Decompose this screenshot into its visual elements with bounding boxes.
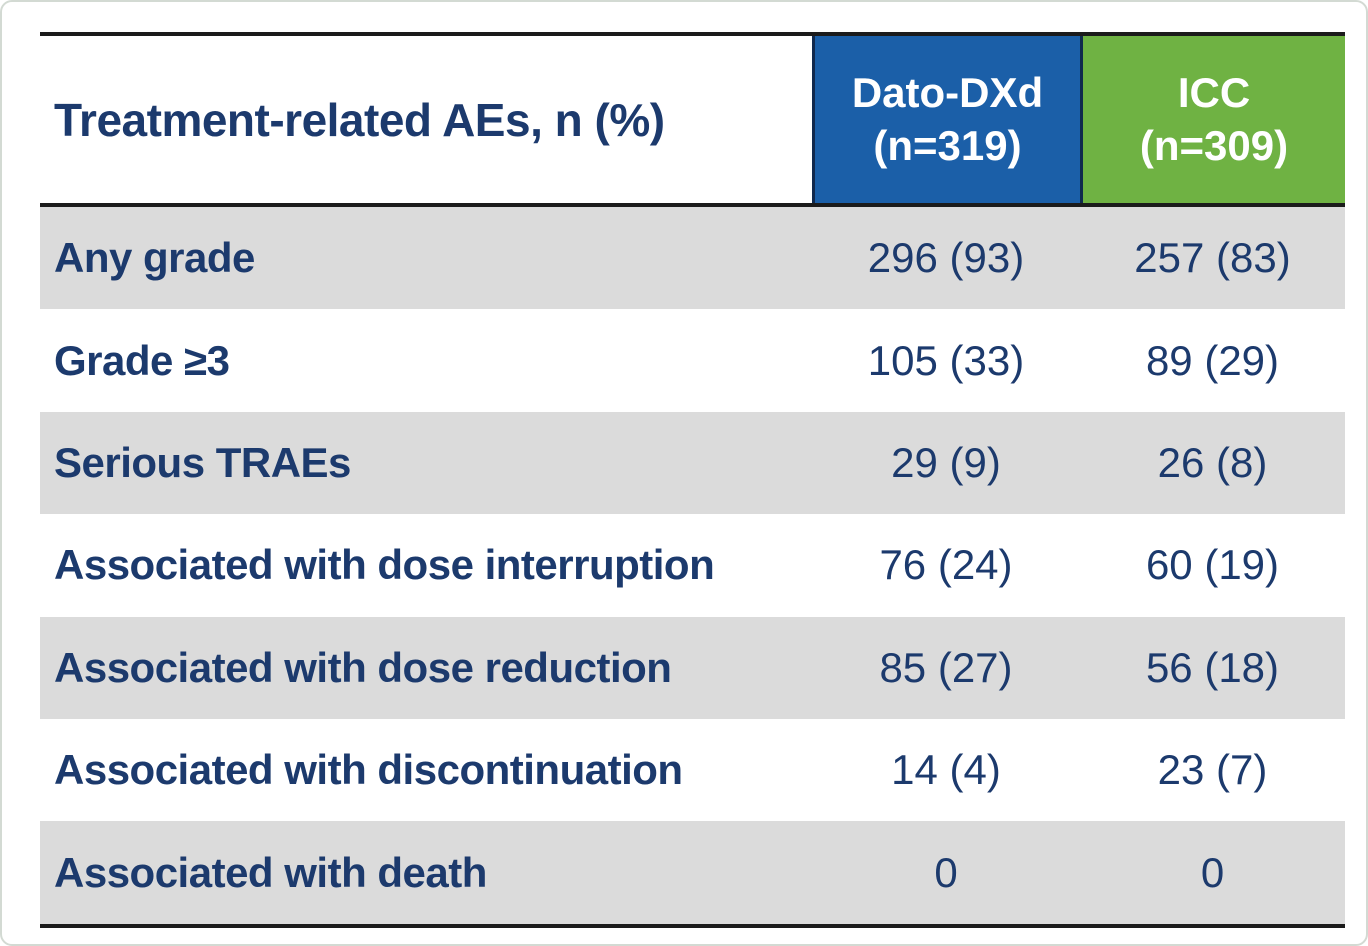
cell-icc: 0 [1200, 848, 1225, 896]
cell-dato-dxd: 0 [934, 848, 958, 896]
row-label: Any grade [54, 234, 255, 282]
row-label: Associated with dose reduction [54, 643, 672, 691]
cell-icc: 23 (7) [1157, 746, 1268, 794]
table-row: Serious TRAEs 29 (9) 26 (8) [40, 411, 1345, 515]
table-top-rule [40, 32, 1345, 36]
column-header-dato-dxd: Dato-DXd (n=319) [812, 36, 1080, 203]
cell-dato-dxd: 76 (24) [879, 541, 1013, 589]
cell-dato-dxd: 105 (33) [867, 336, 1025, 384]
cell-icc: 89 (29) [1145, 336, 1280, 384]
table-header-row: Treatment-related AEs, n (%) Dato-DXd (n… [40, 36, 1345, 203]
header-bottom-rule [40, 203, 1345, 207]
table-row: Any grade 296 (93) 257 (83) [40, 207, 1345, 310]
column-header-dato-dxd-label: Dato-DXd [851, 69, 1044, 116]
column-header-icc-n: (n=309) [1139, 121, 1289, 169]
table-row: Associated with discontinuation 14 (4) 2… [40, 718, 1345, 822]
row-label: Associated with death [54, 848, 487, 896]
column-header-icc-label: ICC [1177, 69, 1251, 116]
row-label: Associated with discontinuation [54, 746, 683, 794]
treatment-related-aes-table: Treatment-related AEs, n (%) Dato-DXd (n… [40, 32, 1345, 928]
table-row: Associated with dose reduction 85 (27) 5… [40, 616, 1345, 719]
table-bottom-rule [40, 923, 1345, 928]
cell-dato-dxd: 296 (93) [867, 234, 1025, 282]
cell-dato-dxd: 14 (4) [891, 746, 1001, 794]
table-row: Associated with dose interruption 76 (24… [40, 514, 1345, 617]
row-label: Associated with dose interruption [54, 541, 715, 589]
row-label: Serious TRAEs [54, 438, 351, 486]
table-row: Grade ≥3 105 (33) 89 (29) [40, 309, 1345, 412]
column-header-dato-dxd-n: (n=319) [873, 121, 1022, 169]
cell-icc: 60 (19) [1145, 541, 1280, 589]
table-body: Any grade 296 (93) 257 (83) Grade ≥3 105… [40, 207, 1345, 924]
row-label: Grade ≥3 [54, 336, 230, 384]
cell-dato-dxd: 29 (9) [891, 438, 1001, 486]
table-title: Treatment-related AEs, n (%) [40, 36, 812, 203]
column-header-icc: ICC (n=309) [1080, 36, 1345, 203]
cell-icc: 257 (83) [1134, 234, 1291, 282]
table-row: Associated with death 0 0 [40, 821, 1345, 924]
cell-icc: 56 (18) [1145, 643, 1280, 691]
cell-dato-dxd: 85 (27) [879, 643, 1013, 691]
cell-icc: 26 (8) [1157, 438, 1268, 486]
